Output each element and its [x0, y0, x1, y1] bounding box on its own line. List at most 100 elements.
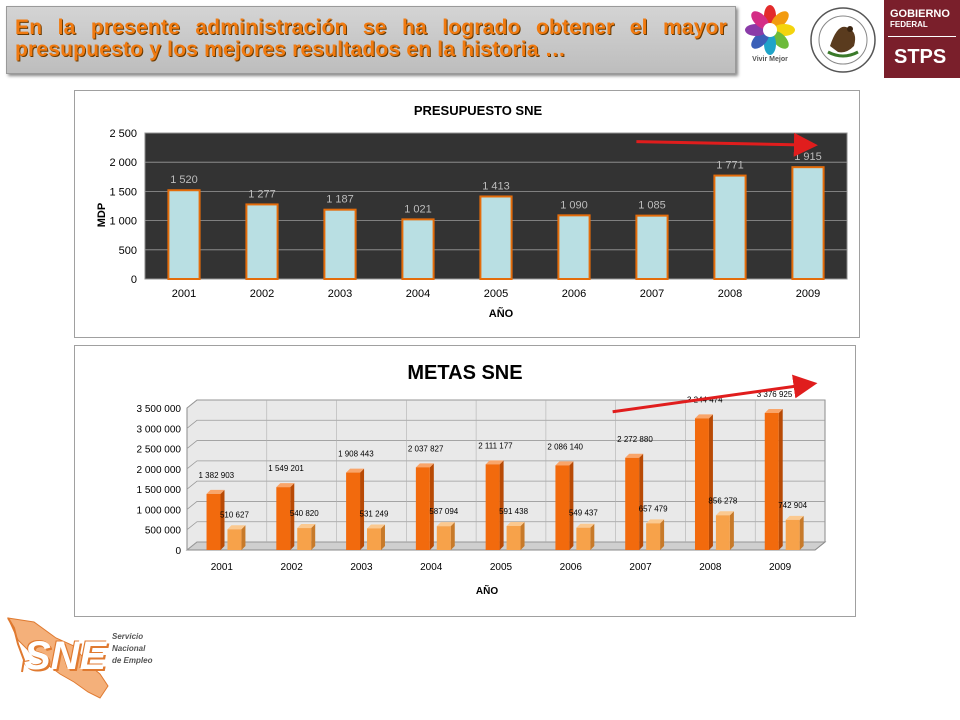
bar-side — [241, 525, 246, 550]
y-tick-label: 500 — [119, 245, 137, 257]
sne-line-3: de Empleo — [112, 656, 153, 665]
sne-mark: SNE — [24, 634, 107, 678]
bar-top — [227, 525, 246, 530]
bar-top — [625, 453, 644, 458]
x-tick-label: 2008 — [699, 562, 722, 573]
x-tick-label: 2005 — [484, 288, 508, 300]
bar-top — [206, 489, 225, 494]
data-label: 1 085 — [638, 200, 666, 212]
data-label: 2 037 827 — [408, 444, 444, 453]
data-label: 1 908 443 — [338, 450, 374, 459]
x-axis-label: AÑO — [489, 307, 514, 320]
data-label: 657 479 — [639, 504, 668, 513]
bar — [346, 472, 361, 550]
bar-top — [485, 460, 504, 465]
data-label: 1 771 — [716, 160, 744, 172]
x-tick-label: 2005 — [490, 562, 513, 573]
trend-arrow — [612, 374, 818, 414]
headline-text: En la presente administración se ha logr… — [15, 16, 727, 61]
y-tick-label: 2 500 000 — [137, 445, 182, 456]
bar-side — [360, 468, 365, 550]
x-tick-label: 2008 — [718, 288, 742, 300]
bar — [625, 457, 640, 550]
bar-top — [297, 524, 316, 529]
bar — [323, 208, 357, 280]
bar-top — [346, 468, 365, 473]
data-label: 1 915 — [794, 151, 822, 163]
y-tick-label: 0 — [175, 546, 181, 557]
bar — [635, 214, 669, 280]
bar-top — [694, 414, 713, 419]
x-tick-label: 2003 — [328, 288, 352, 300]
data-label: 510 627 — [220, 510, 249, 519]
bar — [713, 174, 747, 280]
data-label: 540 820 — [290, 509, 319, 518]
bar — [646, 523, 661, 550]
bar-side — [639, 453, 644, 550]
data-label: 2 086 140 — [547, 442, 583, 451]
data-label: 3 376 925 — [757, 390, 793, 399]
bar-top — [436, 522, 455, 527]
data-label: 1 382 903 — [199, 471, 235, 480]
bar-side — [220, 489, 225, 550]
x-tick-label: 2004 — [406, 288, 430, 300]
bar-side — [708, 414, 713, 550]
presupuesto-chart-panel: PRESUPUESTO SNE 0 500 1 000 1 500 2 000 2 500… — [74, 90, 860, 338]
y-axis-label: MDP — [96, 203, 108, 227]
x-tick-label: 2009 — [769, 562, 792, 573]
bar — [436, 526, 451, 550]
x-tick-label: 2002 — [281, 562, 304, 573]
mexico-map-icon — [7, 617, 109, 699]
bar — [206, 493, 221, 550]
x-tick-label: 2001 — [211, 562, 234, 573]
bar-top — [367, 524, 385, 529]
data-label: 1 187 — [326, 194, 354, 206]
x-tick-label: 2001 — [172, 288, 196, 300]
x-tick-label: 2006 — [560, 562, 583, 573]
bar — [245, 203, 279, 280]
bar — [764, 412, 779, 550]
metas-chart: METAS SNE 0 500 000 1 000 000 1 500 000 2 00… — [137, 362, 827, 597]
y-tick-label: 2 500 — [109, 128, 137, 140]
bar-top — [506, 522, 525, 527]
sne-line-2: Nacional — [112, 644, 146, 653]
data-label: 2 272 880 — [617, 435, 653, 444]
bar — [415, 467, 430, 550]
bar — [479, 195, 513, 280]
data-label: 742 904 — [778, 501, 807, 510]
data-label: 587 094 — [429, 507, 458, 516]
y-tick-label: 1 000 000 — [137, 505, 182, 516]
bar-side — [590, 523, 595, 550]
y-tick-label: 1 500 000 — [137, 485, 182, 496]
data-label: 1 413 — [482, 180, 510, 192]
sne-logo: SNE Servicio Nacional de Empleo — [4, 612, 174, 712]
bar — [367, 528, 381, 550]
bar — [555, 465, 570, 550]
y-tick-label: 2 000 000 — [137, 465, 182, 476]
x-tick-label: 2007 — [640, 288, 664, 300]
bar-side — [778, 408, 783, 550]
gobierno-label: GOBIERNO — [890, 8, 950, 20]
x-tick-label: 2002 — [250, 288, 274, 300]
x-tick-label: 2006 — [562, 288, 586, 300]
bar — [401, 218, 435, 280]
x-tick-label: 2007 — [629, 562, 652, 573]
x-axis-label: AÑO — [476, 584, 498, 597]
trend-arrow — [636, 132, 818, 157]
bar — [557, 214, 591, 280]
bar-side — [311, 524, 316, 550]
bar — [506, 526, 521, 550]
bar-side — [380, 524, 385, 550]
logo-divider — [888, 36, 956, 37]
data-label: 591 438 — [499, 507, 528, 516]
data-label: 1 277 — [248, 188, 276, 200]
bar — [276, 487, 291, 550]
x-tick-label: 2004 — [420, 562, 443, 573]
presupuesto-chart: PRESUPUESTO SNE 0 500 1 000 1 500 2 000 2 500… — [96, 103, 848, 320]
bar-top — [764, 408, 783, 413]
bar — [576, 527, 591, 550]
vivir-mejor-flower-icon — [745, 5, 795, 55]
bar-side — [569, 461, 574, 550]
bar-top — [276, 483, 295, 488]
bar-side — [729, 511, 734, 550]
